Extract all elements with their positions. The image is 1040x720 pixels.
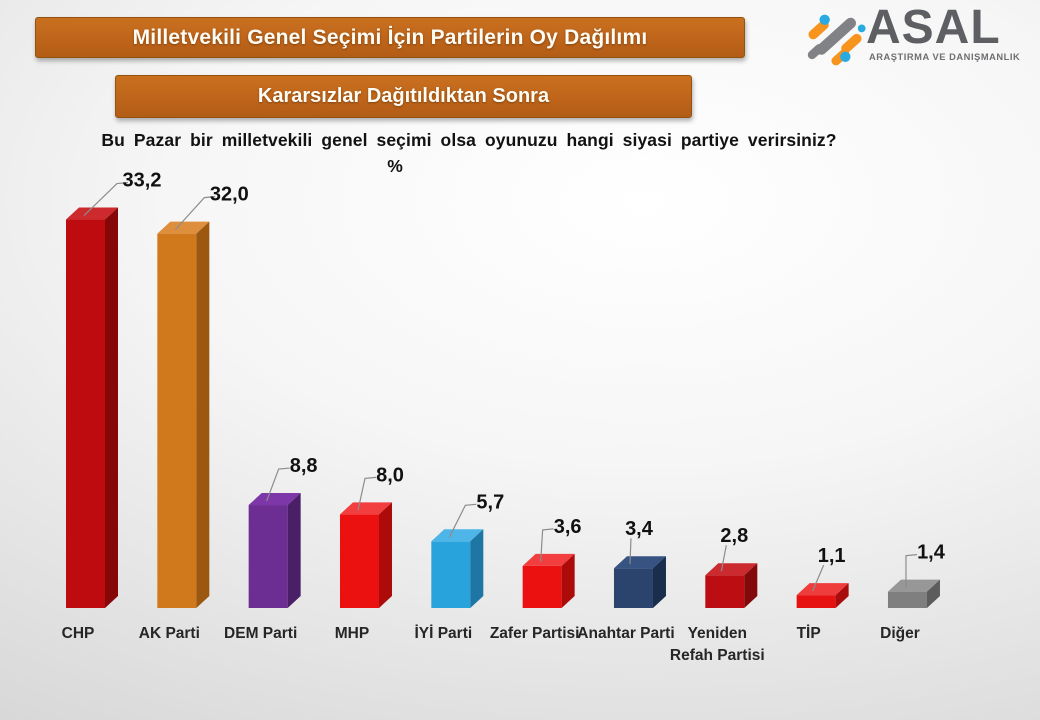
leader-line-dem-parti xyxy=(266,467,290,502)
value-label-anahtar-parti: 3,4 xyxy=(625,518,654,540)
leader-line-mhp xyxy=(357,476,377,511)
title-banner: Milletvekili Genel Seçimi İçin Partileri… xyxy=(35,17,745,58)
leader-line-ak-parti xyxy=(174,196,216,231)
title-banner-label: Milletvekili Genel Seçimi İçin Partileri… xyxy=(132,26,648,49)
value-label-ak-parti: 32,0 xyxy=(210,184,249,206)
category-label-anahtar-parti: Anahtar Parti xyxy=(577,625,674,642)
bar-dem-parti: 8,8 DEM Parti xyxy=(224,455,318,642)
value-label-chp: 33,2 xyxy=(123,170,162,192)
leader-line-i-yi-parti xyxy=(448,503,477,538)
bar-i-yi-parti: 5,7 İYİ Parti xyxy=(414,491,504,642)
survey-question: Bu Pazar bir milletvekili genel seçimi o… xyxy=(101,130,837,150)
category-label-chp: CHP xyxy=(62,625,95,642)
asal-logo-wordmark: ASAL xyxy=(866,1,1001,54)
value-label-yeniden-refah-partisi: 2,8 xyxy=(720,525,748,547)
bar-mhp: 8,0 MHP xyxy=(335,464,404,642)
percent-unit-label: % xyxy=(387,156,403,176)
category-label-di-er: Diğer xyxy=(880,625,920,642)
bar-di-er: 1,4 Diğer xyxy=(880,542,946,642)
category-label-ti-p: TİP xyxy=(797,625,821,642)
bar-chp: 33,2 CHP xyxy=(62,170,162,642)
category-label-dem-parti: DEM Parti xyxy=(224,625,297,642)
value-label-di-er: 1,4 xyxy=(917,542,946,564)
category-label-mhp: MHP xyxy=(335,625,369,642)
category-label-zafer-partisi: Zafer Partisi xyxy=(490,625,580,642)
leader-line-ti-p xyxy=(812,564,825,592)
bar-zafer-partisi: 3,6 Zafer Partisi xyxy=(490,516,582,642)
leader-line-yeniden-refah-partisi xyxy=(720,545,727,572)
category-label-yeniden-refah-partisi: Yeniden xyxy=(688,625,747,642)
leader-line-chp xyxy=(83,181,129,216)
bar-yeniden-refah-partisi: 2,8 Yeniden Refah Partisi xyxy=(670,525,765,664)
category-label-yeniden-refah-partisi: Refah Partisi xyxy=(670,647,765,664)
leader-line-zafer-partisi xyxy=(540,528,554,562)
value-label-i-yi-parti: 5,7 xyxy=(476,491,504,513)
category-label-ak-parti: AK Parti xyxy=(139,625,200,642)
category-label-i-yi-parti: İYİ Parti xyxy=(414,625,472,642)
asal-logo-icon xyxy=(807,14,866,66)
subtitle-banner-label: Kararsızlar Dağıtıldıktan Sonra xyxy=(257,85,550,107)
leader-line-di-er xyxy=(905,554,918,588)
value-label-mhp: 8,0 xyxy=(376,464,404,486)
asal-logo-tagline: ARAŞTIRMA VE DANIŞMANLIK xyxy=(869,52,1021,62)
asal-logo: ASAL ARAŞTIRMA VE DANIŞMANLIK xyxy=(800,1,1030,70)
bar-ti-p: 1,1 TİP xyxy=(797,545,849,642)
leader-line-anahtar-parti xyxy=(629,538,632,565)
value-label-zafer-partisi: 3,6 xyxy=(554,516,582,538)
value-label-ti-p: 1,1 xyxy=(818,545,846,567)
subtitle-banner: Kararsızlar Dağıtıldıktan Sonra xyxy=(115,75,692,118)
bar-anahtar-parti: 3,4 Anahtar Parti xyxy=(577,518,674,642)
bar-ak-parti: 32,0 AK Parti xyxy=(139,184,249,642)
value-label-dem-parti: 8,8 xyxy=(290,455,318,477)
